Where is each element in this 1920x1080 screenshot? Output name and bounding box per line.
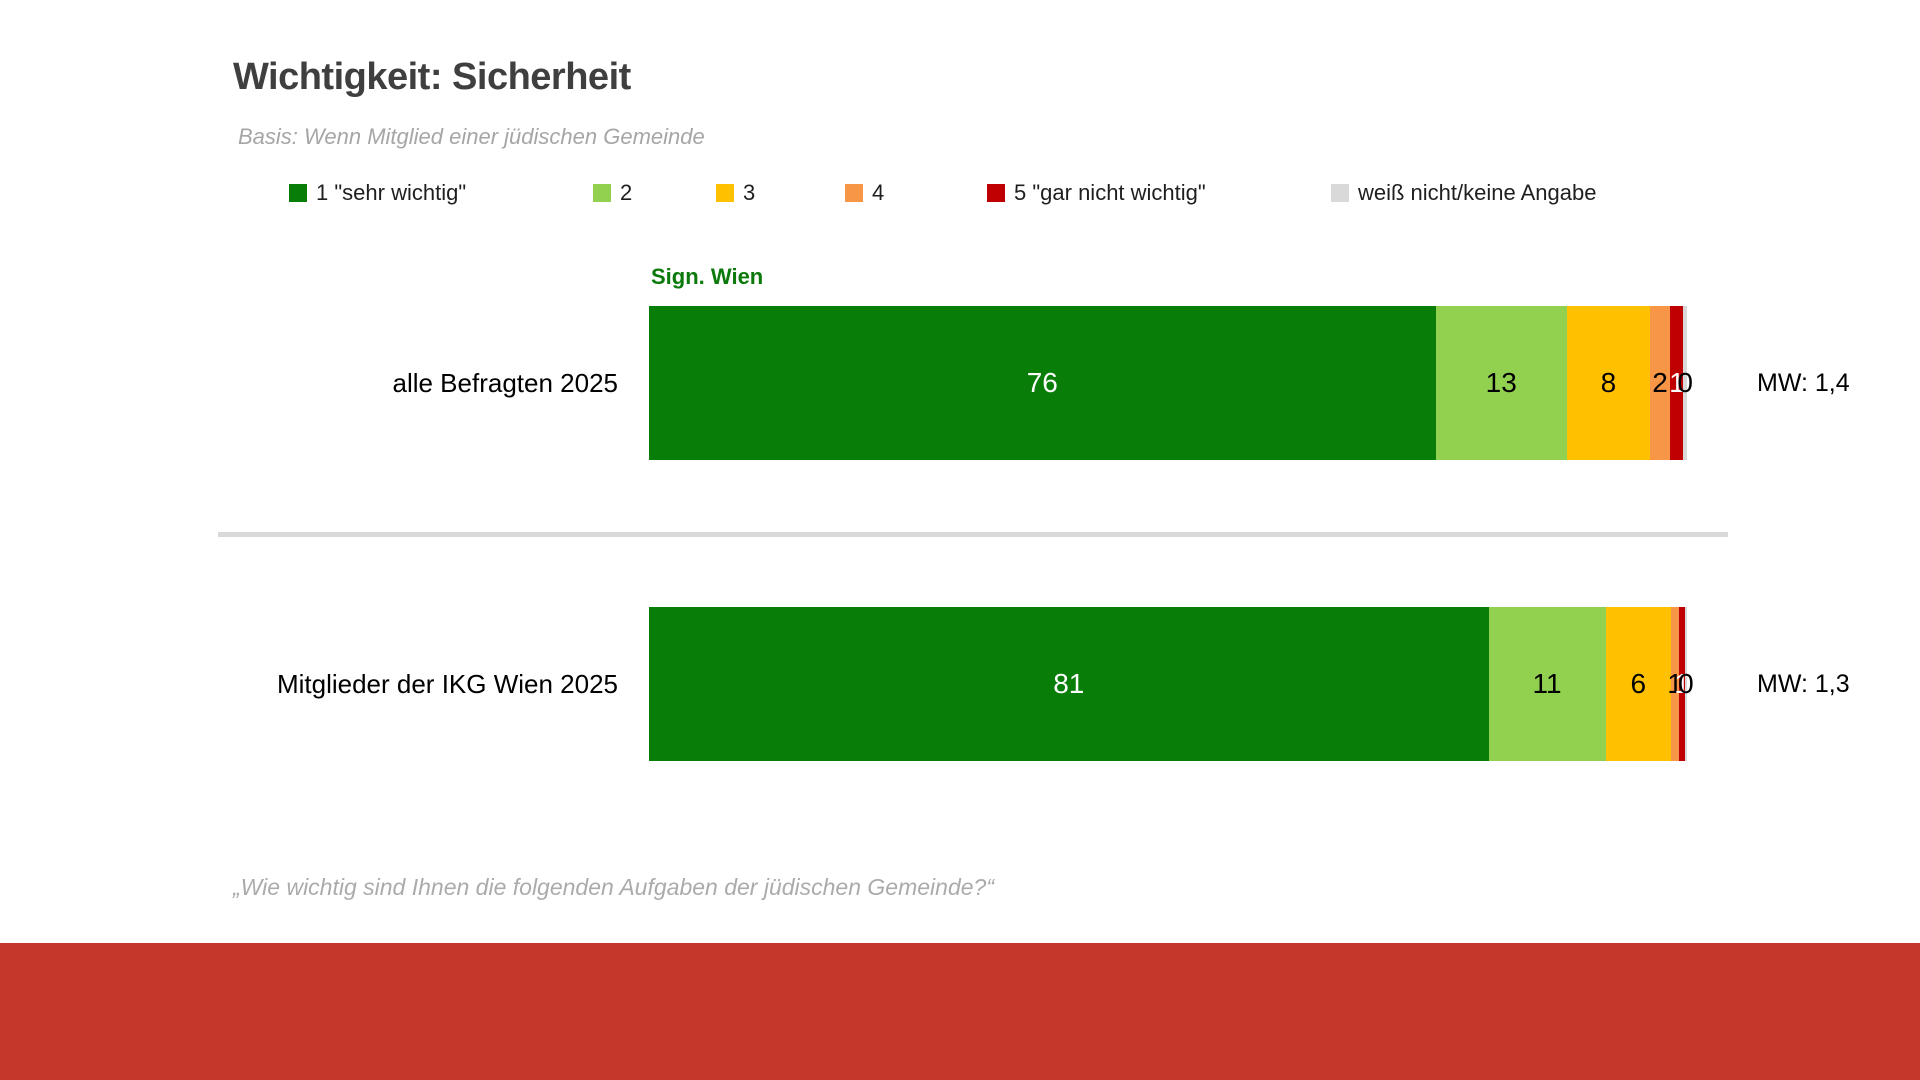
legend-label: 5 "gar nicht wichtig" [1014, 180, 1206, 205]
legend-label: 3 [743, 180, 756, 205]
legend-swatch-icon [716, 184, 734, 202]
row-divider [218, 532, 1728, 537]
legend-item: 3 [716, 179, 755, 207]
bar-segment: 1 [1674, 607, 1690, 761]
segment-value-label: 2 [1652, 367, 1668, 398]
mean-value-label: MW: 1,3 [1757, 669, 1850, 698]
legend-item: 5 "gar nicht wichtig" [987, 179, 1206, 207]
legend-label: 4 [872, 180, 885, 205]
bar-segment: 0 [1678, 607, 1694, 761]
legend-label: 1 "sehr wichtig" [316, 180, 467, 205]
row-label: alle Befragten 2025 [392, 367, 618, 398]
segment-value-label: 0 [1677, 367, 1693, 398]
legend: 1 "sehr wichtig" 2 3 4 5 "gar nicht wichtig"… [0, 179, 1920, 207]
segment-value-label: 8 [1600, 367, 1617, 398]
segment-value-label: 0 [1678, 668, 1694, 699]
bar-segment: 81 [649, 607, 1489, 761]
row-label: Mitglieder der IKG Wien 2025 [276, 668, 618, 699]
bar-segment: 0 [1677, 306, 1693, 460]
segment-value-label: 1 [1669, 367, 1685, 398]
segment-value-label: 11 [1532, 668, 1562, 699]
mean-value-label: MW: 1,4 [1757, 368, 1850, 397]
segment-value-label: 81 [1053, 668, 1085, 699]
survey-question: „Wie wichtig sind Ihnen die folgenden Au… [233, 874, 994, 900]
page-title: Wichtigkeit: Sicherheit [233, 56, 631, 98]
bar-segment: 6 [1605, 607, 1671, 761]
legend-item: 1 "sehr wichtig" [289, 179, 466, 207]
legend-swatch-icon [845, 184, 863, 202]
segment-value-label: 1 [1674, 668, 1690, 699]
legend-label: weiß nicht/keine Angabe [1358, 180, 1597, 205]
bar-segment: 2 [1649, 306, 1671, 460]
stacked-bar: 81 11 6 1 1 0 [649, 607, 1694, 761]
legend-item: 4 [845, 179, 884, 207]
footer-bar: PH Peter Hajek Public Opinion Strategies [0, 943, 1920, 1080]
basis-subtitle: Basis: Wenn Mitglied einer jüdischen Gem… [238, 124, 705, 149]
segment-value-label: 6 [1630, 668, 1647, 699]
bar-segment: 1 [1667, 607, 1683, 761]
legend-swatch-icon [289, 184, 307, 202]
bar-segment: 11 [1488, 607, 1606, 761]
segment-value-label: 76 [1026, 367, 1058, 398]
legend-item: weiß nicht/keine Angabe [1331, 179, 1597, 207]
significance-note: Sign. Wien [651, 264, 764, 289]
legend-swatch-icon [593, 184, 611, 202]
bar-segment: 8 [1566, 306, 1650, 460]
bar-segment: 1 [1669, 306, 1685, 460]
legend-swatch-icon [1331, 184, 1349, 202]
legend-label: 2 [620, 180, 633, 205]
legend-item: 2 [593, 179, 632, 207]
segment-value-label: 13 [1485, 367, 1517, 398]
bar-segment: 76 [649, 306, 1436, 460]
legend-swatch-icon [987, 184, 1005, 202]
bar-segment: 13 [1435, 306, 1567, 460]
stacked-bar: 76 13 8 2 1 0 [649, 306, 1693, 460]
segment-value-label: 1 [1667, 668, 1683, 699]
